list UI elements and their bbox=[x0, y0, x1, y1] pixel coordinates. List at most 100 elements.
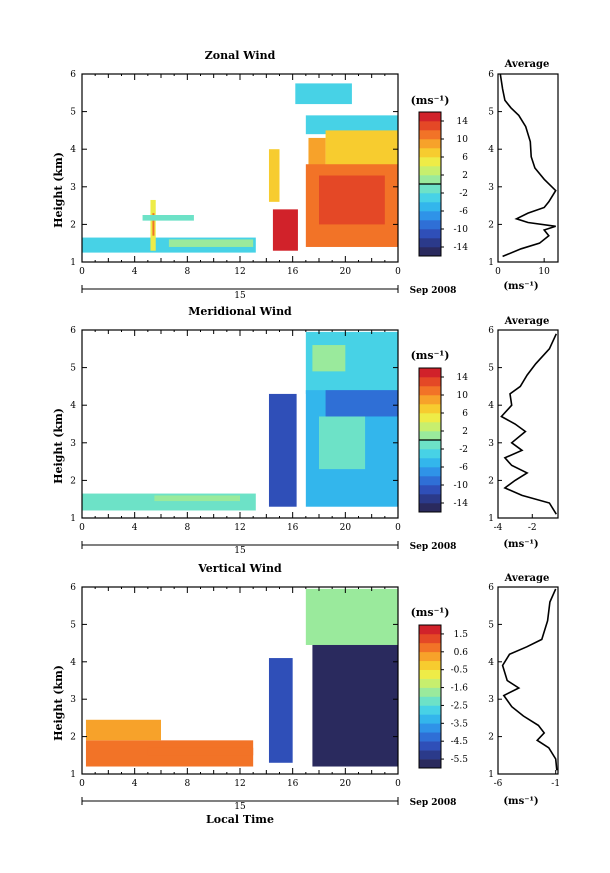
colorbar-tick-label: -6 bbox=[459, 207, 468, 217]
colorbar-tick-label: -0.5 bbox=[451, 666, 469, 676]
profile-x-label: (ms⁻¹) bbox=[503, 281, 538, 292]
day-label: 15 bbox=[234, 291, 246, 301]
data-cell bbox=[319, 175, 385, 225]
data-cell bbox=[168, 239, 254, 247]
colorbar-segment bbox=[419, 723, 441, 733]
colorbar-tick-label: -1.6 bbox=[451, 684, 469, 694]
data-cell bbox=[268, 393, 297, 507]
y-tick-label: 3 bbox=[70, 183, 76, 193]
colorbar-segment bbox=[419, 130, 441, 140]
colorbar-tick-label: -2 bbox=[459, 445, 468, 455]
colorbar-tick-label: -3.5 bbox=[451, 719, 469, 729]
date-label: Sep 2008 bbox=[410, 542, 457, 552]
x-tick-label: 0 bbox=[395, 523, 401, 533]
data-cell bbox=[325, 130, 398, 168]
x-tick-label: 8 bbox=[184, 779, 190, 789]
data-cell bbox=[152, 213, 155, 236]
colorbar-tick-label: 10 bbox=[457, 391, 469, 401]
data-cell bbox=[325, 390, 398, 417]
y-tick-label: 2 bbox=[70, 476, 76, 486]
data-cell bbox=[295, 83, 352, 105]
colorbar-segment bbox=[419, 678, 441, 688]
y-tick-label: 6 bbox=[70, 70, 76, 80]
colorbar-segment bbox=[419, 413, 441, 423]
colorbar-tick-label: 0.6 bbox=[454, 648, 469, 658]
y-tick-label: 1 bbox=[70, 514, 76, 524]
y-axis-label: Height (km) bbox=[52, 152, 65, 228]
colorbar-unit-label: (ms⁻¹) bbox=[411, 349, 450, 362]
data-cell bbox=[154, 495, 240, 502]
colorbar-segment bbox=[419, 503, 441, 513]
y-tick-label: 5 bbox=[70, 108, 76, 118]
x-tick-label: 8 bbox=[184, 267, 190, 277]
profile-y-tick-label: 1 bbox=[488, 258, 494, 268]
data-cell bbox=[308, 137, 326, 172]
x-tick-label: 12 bbox=[234, 779, 245, 789]
colorbar-segment bbox=[419, 660, 441, 670]
colorbar-segment bbox=[419, 750, 441, 760]
colorbar-unit-label: (ms⁻¹) bbox=[411, 606, 450, 619]
colorbar-segment bbox=[419, 705, 441, 715]
y-axis-label: Height (km) bbox=[52, 665, 65, 741]
data-cell bbox=[305, 115, 398, 135]
profile-title: Average bbox=[504, 316, 550, 327]
y-tick-label: 4 bbox=[70, 145, 76, 155]
profile-y-tick-label: 1 bbox=[488, 770, 494, 780]
colorbar-tick-label: -2.5 bbox=[451, 701, 469, 711]
profile-y-tick-label: 4 bbox=[488, 145, 494, 155]
y-tick-label: 6 bbox=[70, 326, 76, 336]
x-tick-label: 8 bbox=[184, 523, 190, 533]
x-tick-label: 16 bbox=[287, 523, 299, 533]
y-tick-label: 4 bbox=[70, 658, 76, 668]
profile-line bbox=[499, 73, 557, 258]
data-cell bbox=[147, 747, 254, 756]
colorbar-tick-label: -10 bbox=[454, 481, 469, 491]
profile-x-label: (ms⁻¹) bbox=[503, 796, 538, 807]
colorbar-segment bbox=[419, 625, 441, 635]
colorbar-tick-label: -14 bbox=[454, 499, 469, 509]
vertical-wind-panel: Vertical Wind Height (km) (ms⁻¹) Average… bbox=[52, 562, 560, 826]
y-tick-label: 5 bbox=[70, 364, 76, 374]
colorbar-segment bbox=[419, 184, 441, 194]
colorbar-segment bbox=[419, 121, 441, 131]
profile-title: Average bbox=[504, 59, 550, 70]
y-tick-label: 4 bbox=[70, 401, 76, 411]
data-cell bbox=[272, 209, 298, 251]
colorbar-segment bbox=[419, 139, 441, 149]
colorbar-segment bbox=[419, 476, 441, 486]
profile-frame bbox=[497, 329, 559, 519]
x-tick-label: 0 bbox=[79, 523, 85, 533]
y-tick-label: 2 bbox=[70, 733, 76, 743]
colorbar-segment bbox=[419, 494, 441, 504]
profile-x-tick-label: 10 bbox=[538, 267, 550, 277]
profile-y-tick-label: 4 bbox=[488, 401, 494, 411]
colorbar-segment bbox=[419, 238, 441, 248]
data-cell bbox=[319, 416, 366, 470]
profile-x-label: (ms⁻¹) bbox=[503, 539, 538, 550]
meridional-wind-panel: Meridional Wind Height (km) (ms⁻¹) Avera… bbox=[52, 305, 559, 556]
colorbar-tick-label: -6 bbox=[459, 463, 468, 473]
data-cell bbox=[142, 215, 194, 221]
x-tick-label: 0 bbox=[79, 267, 85, 277]
profile-y-tick-label: 2 bbox=[488, 733, 494, 743]
profile-x-tick-label: 0 bbox=[495, 267, 501, 277]
profile-frame bbox=[497, 73, 559, 263]
colorbar-segment bbox=[419, 485, 441, 495]
profile-line bbox=[500, 333, 558, 515]
colorbar-segment bbox=[419, 642, 441, 653]
colorbar-tick-label: 2 bbox=[462, 427, 468, 437]
profile-y-tick-label: 6 bbox=[488, 70, 494, 80]
y-axis-label: Height (km) bbox=[52, 408, 65, 484]
colorbar-tick-label: -5.5 bbox=[451, 755, 469, 765]
colorbar-frame bbox=[418, 624, 442, 769]
profile-x-tick-label: -1 bbox=[551, 779, 560, 789]
profile-x-tick-label: -2 bbox=[528, 523, 537, 533]
y-tick-label: 6 bbox=[70, 583, 76, 593]
colorbar-segment bbox=[419, 651, 441, 662]
date-label: Sep 2008 bbox=[410, 286, 457, 296]
data-cell bbox=[305, 588, 398, 645]
colorbar-segment bbox=[419, 404, 441, 414]
data-cell bbox=[312, 345, 346, 372]
colorbar-tick-label: 6 bbox=[462, 409, 468, 419]
colorbar-segment bbox=[419, 467, 441, 477]
